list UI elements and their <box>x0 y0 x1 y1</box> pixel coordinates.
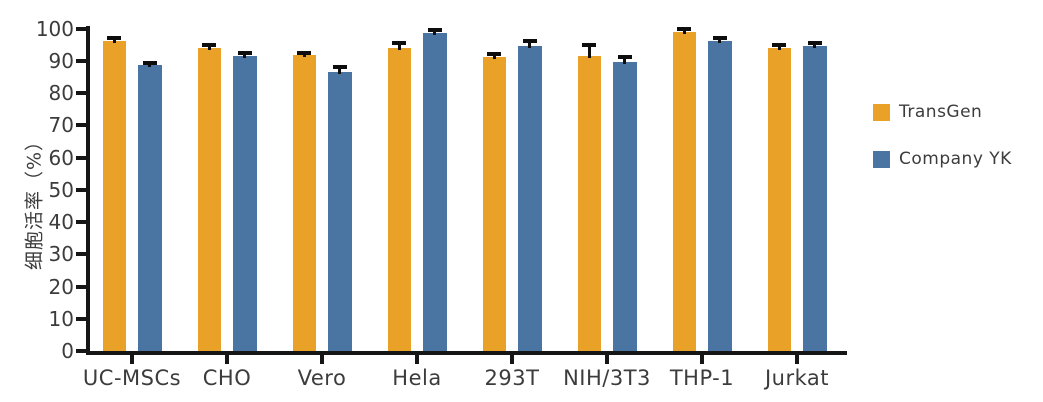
error-bar-cap <box>677 27 692 32</box>
x-tick <box>510 355 514 364</box>
error-bar-stem <box>528 39 532 48</box>
y-tick-label: 30 <box>48 242 74 267</box>
error-bar-cap <box>807 41 822 46</box>
bar-transgen-293t <box>482 56 506 351</box>
y-tick-label: 20 <box>48 274 74 299</box>
error-bar-cap <box>237 51 252 56</box>
error-bar-cap <box>332 65 347 70</box>
legend-label-transgen: TransGen <box>899 102 983 122</box>
bar-company-yk-hela <box>423 32 447 351</box>
legend-swatch-company-yk <box>873 150 890 168</box>
error-bar-stem <box>397 41 401 50</box>
error-bar-cap <box>427 28 442 33</box>
error-bar-cap <box>522 39 537 44</box>
x-tick <box>225 355 229 364</box>
bar-company-yk-jurkat <box>803 45 827 351</box>
bar-company-yk-293t <box>518 45 542 351</box>
bar-transgen-vero <box>292 55 316 351</box>
y-tick <box>76 123 86 128</box>
x-tick <box>415 355 419 364</box>
y-axis-line <box>86 26 90 355</box>
x-tick <box>795 355 799 364</box>
error-bar-cap <box>142 60 157 65</box>
x-tick-label: Vero <box>297 366 347 390</box>
y-tick <box>76 316 86 321</box>
x-tick-label: NIH/3T3 <box>563 366 651 390</box>
y-tick <box>76 187 86 192</box>
error-bar-cap <box>202 42 217 47</box>
error-bar-stem <box>623 55 627 65</box>
y-tick <box>76 26 86 31</box>
x-tick-label: Jurkat <box>764 366 830 390</box>
legend: TransGen Company YK <box>873 96 1012 190</box>
bar-transgen-cho <box>197 47 221 351</box>
legend-item-company-yk: Company YK <box>873 143 1012 175</box>
bar-transgen-uc-mscs <box>102 40 126 351</box>
x-axis-line <box>86 351 847 355</box>
error-bar-cap <box>617 55 632 60</box>
legend-label-company-yk: Company YK <box>899 149 1012 169</box>
bar-company-yk-uc-mscs <box>138 65 162 351</box>
y-tick-label: 40 <box>48 210 74 234</box>
y-tick <box>76 155 86 160</box>
y-tick-label: 60 <box>48 145 74 170</box>
y-tick-label: 10 <box>48 306 74 331</box>
x-tick <box>605 355 609 364</box>
y-tick <box>76 91 86 95</box>
error-bar-stem <box>587 42 591 58</box>
error-bar-cap <box>772 42 787 47</box>
x-tick-label: CHO <box>202 366 252 390</box>
bar-company-yk-nih/3t3 <box>613 62 637 351</box>
y-tick <box>76 252 86 257</box>
y-tick <box>76 220 86 224</box>
y-tick-label: 100 <box>35 16 74 41</box>
x-tick-label: UC-MSCs <box>82 366 182 390</box>
legend-item-transgen: TransGen <box>873 96 1012 128</box>
error-bar-cap <box>582 42 597 47</box>
bar-company-yk-thp-1 <box>708 40 732 351</box>
y-tick-label: 90 <box>48 48 74 73</box>
x-tick-label: Hela <box>392 366 442 390</box>
bar-company-yk-cho <box>233 56 257 351</box>
bar-transgen-hela <box>387 47 411 351</box>
y-tick-label: 70 <box>48 113 74 138</box>
x-tick <box>700 355 704 364</box>
error-bar-cap <box>297 50 312 55</box>
error-bar-stem <box>338 65 342 75</box>
bar-transgen-thp-1 <box>672 31 696 351</box>
y-tick <box>76 349 86 353</box>
y-tick-label: 80 <box>48 81 74 105</box>
x-tick-label: 293T <box>484 366 540 390</box>
y-tick <box>76 58 86 63</box>
error-bar-cap <box>392 41 407 46</box>
x-tick <box>320 355 324 364</box>
y-tick-label: 50 <box>48 177 74 202</box>
legend-swatch-transgen <box>873 103 890 121</box>
error-bar-cap <box>712 35 727 40</box>
x-tick <box>130 355 134 364</box>
y-tick <box>76 284 86 289</box>
error-bar-cap <box>107 35 122 40</box>
x-tick-label: THP-1 <box>669 366 735 390</box>
bar-transgen-nih/3t3 <box>577 55 601 351</box>
y-tick-label: 0 <box>61 339 74 363</box>
bar-company-yk-vero <box>328 72 352 351</box>
bar-transgen-jurkat <box>767 47 791 351</box>
error-bar-cap <box>487 51 502 56</box>
